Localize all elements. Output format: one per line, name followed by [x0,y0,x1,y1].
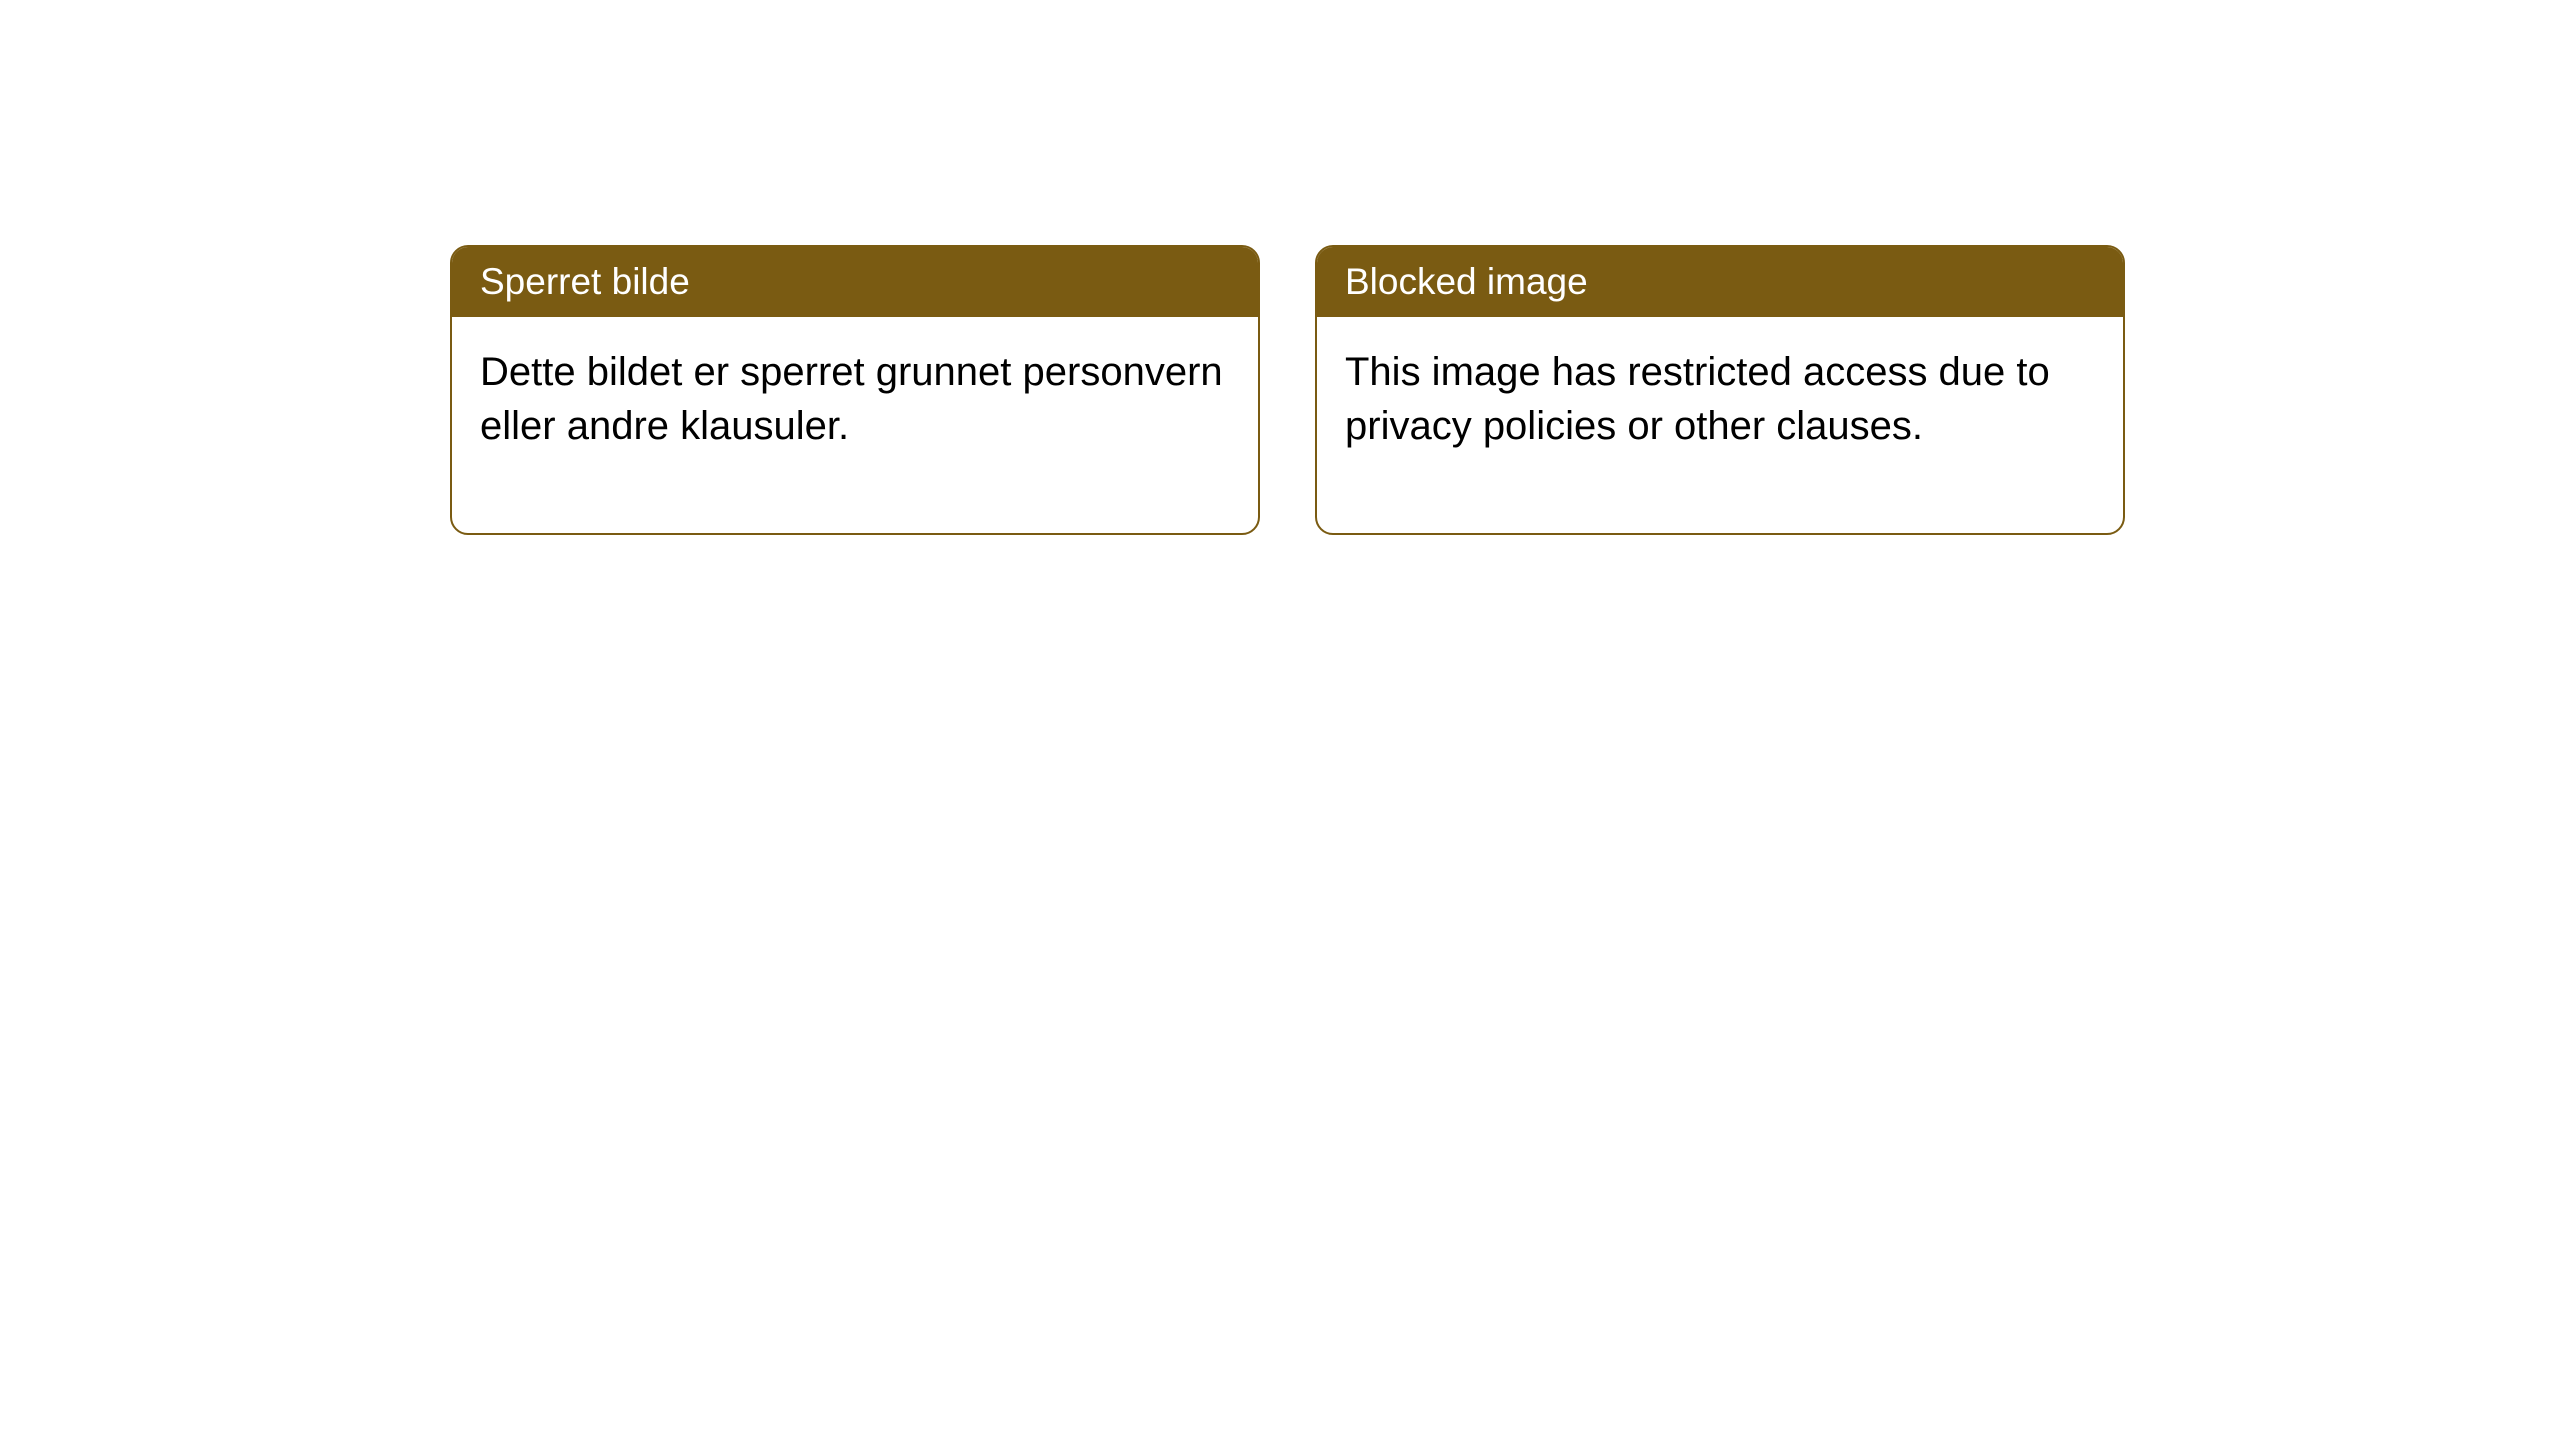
notice-body: This image has restricted access due to … [1317,317,2123,533]
notice-container: Sperret bilde Dette bildet er sperret gr… [450,245,2125,535]
notice-title: Blocked image [1345,261,1588,302]
notice-body-text: This image has restricted access due to … [1345,350,2050,448]
notice-header: Blocked image [1317,247,2123,317]
notice-box-norwegian: Sperret bilde Dette bildet er sperret gr… [450,245,1260,535]
notice-box-english: Blocked image This image has restricted … [1315,245,2125,535]
notice-title: Sperret bilde [480,261,690,302]
notice-body: Dette bildet er sperret grunnet personve… [452,317,1258,533]
notice-body-text: Dette bildet er sperret grunnet personve… [480,350,1223,448]
notice-header: Sperret bilde [452,247,1258,317]
